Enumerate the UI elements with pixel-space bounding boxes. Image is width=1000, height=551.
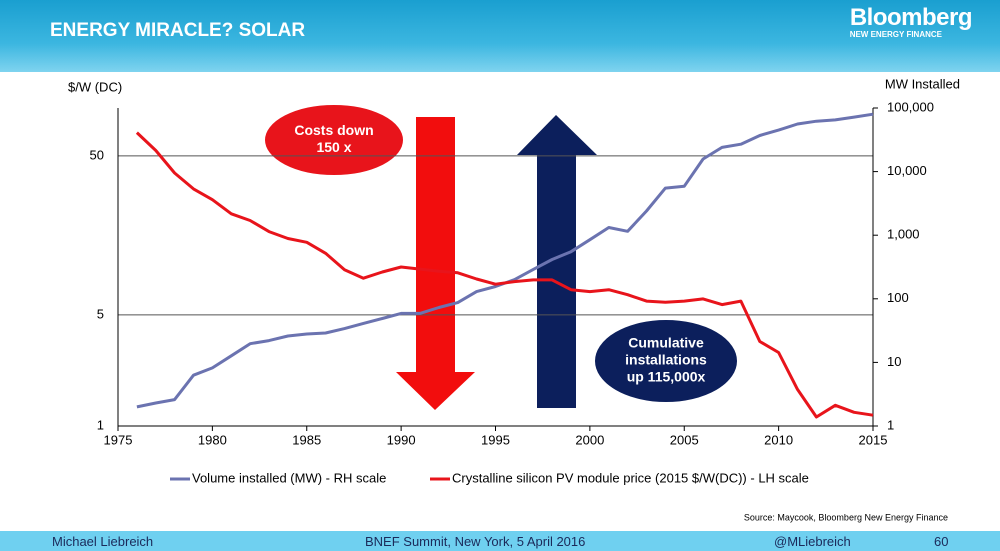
x-tick-label: 2000 bbox=[575, 432, 604, 447]
callout-text: Costs down bbox=[294, 122, 373, 138]
y2-tick-label: 100,000 bbox=[887, 99, 934, 114]
y-tick-label: 5 bbox=[97, 306, 104, 321]
logo: Bloomberg bbox=[849, 4, 973, 31]
header-banner: ENERGY MIRACLE? SOLAR Bloomberg NEW ENER… bbox=[0, 0, 1000, 72]
y2-tick-label: 100 bbox=[887, 290, 909, 305]
x-tick-label: 1980 bbox=[198, 432, 227, 447]
footer: Michael Liebreich BNEF Summit, New York,… bbox=[0, 531, 1000, 551]
series-line bbox=[136, 112, 874, 409]
callout-text: up 115,000x bbox=[627, 369, 706, 385]
footer-page: 60 bbox=[934, 534, 949, 549]
callout-text: 150 x bbox=[316, 139, 351, 155]
chart: $/W (DC) MW Installed Source: Maycook, B… bbox=[68, 76, 960, 522]
x-tick-label: 2015 bbox=[859, 432, 888, 447]
x-tick-label: 2005 bbox=[670, 432, 699, 447]
x-tick-label: 1975 bbox=[104, 432, 133, 447]
footer-event: BNEF Summit, New York, 5 April 2016 bbox=[365, 534, 586, 549]
x-tick-label: 2010 bbox=[764, 432, 793, 447]
y-axis-label: $/W (DC) bbox=[68, 79, 122, 94]
y-tick-label: 50 bbox=[90, 147, 104, 162]
down-arrow bbox=[396, 117, 475, 410]
y2-tick-label: 1,000 bbox=[887, 227, 920, 242]
x-tick-label: 1995 bbox=[481, 432, 510, 447]
y2-tick-label: 10 bbox=[887, 354, 901, 369]
y2-tick-label: 1 bbox=[887, 417, 894, 432]
legend-label: Volume installed (MW) - RH scale bbox=[192, 470, 386, 485]
x-tick-label: 1990 bbox=[387, 432, 416, 447]
x-tick-label: 1985 bbox=[292, 432, 321, 447]
series-line bbox=[135, 131, 874, 419]
logo-subtitle: NEW ENERGY FINANCE bbox=[849, 30, 942, 39]
footer-author: Michael Liebreich bbox=[52, 534, 154, 549]
callout-bubble bbox=[593, 318, 739, 404]
y2-tick-label: 10,000 bbox=[887, 163, 927, 178]
footer-handle: @MLiebreich bbox=[774, 534, 851, 549]
up-arrow bbox=[517, 115, 597, 408]
callout-text: installations bbox=[625, 352, 707, 368]
source-note: Source: Maycook, Bloomberg New Energy Fi… bbox=[744, 512, 948, 522]
y2-axis-label: MW Installed bbox=[885, 76, 960, 91]
legend-label: Crystalline silicon PV module price (201… bbox=[452, 470, 809, 485]
slide-title: ENERGY MIRACLE? SOLAR bbox=[50, 20, 306, 41]
y-tick-label: 1 bbox=[97, 417, 104, 432]
callout-text: Cumulative bbox=[628, 335, 704, 351]
callout-bubble bbox=[263, 103, 405, 177]
